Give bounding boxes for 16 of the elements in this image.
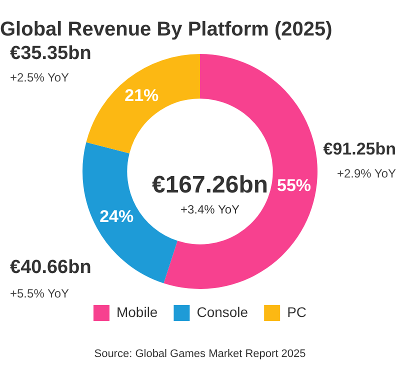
text: +2.5% YoY — [10, 70, 70, 84]
legend-label: Console — [196, 304, 248, 320]
legend-label: PC — [287, 304, 307, 320]
chart-title: Global Revenue By Platform (2025) — [0, 18, 332, 41]
data-label: 55% — [276, 176, 312, 196]
text: €91.25bn — [323, 140, 396, 159]
text: €40.66bn — [10, 257, 92, 278]
data-label: 24% — [100, 207, 134, 226]
data-label: 21% — [124, 86, 159, 105]
text: +3.4% YoY — [180, 202, 240, 216]
text: €167.26bn — [152, 172, 268, 199]
text: +5.5% YoY — [10, 286, 70, 300]
legend-label: Mobile — [116, 304, 158, 320]
text: +2.9% YoY — [336, 166, 396, 180]
text: €35.35bn — [10, 43, 92, 64]
source-note: Source: Global Games Market Report 2025 — [94, 348, 306, 360]
